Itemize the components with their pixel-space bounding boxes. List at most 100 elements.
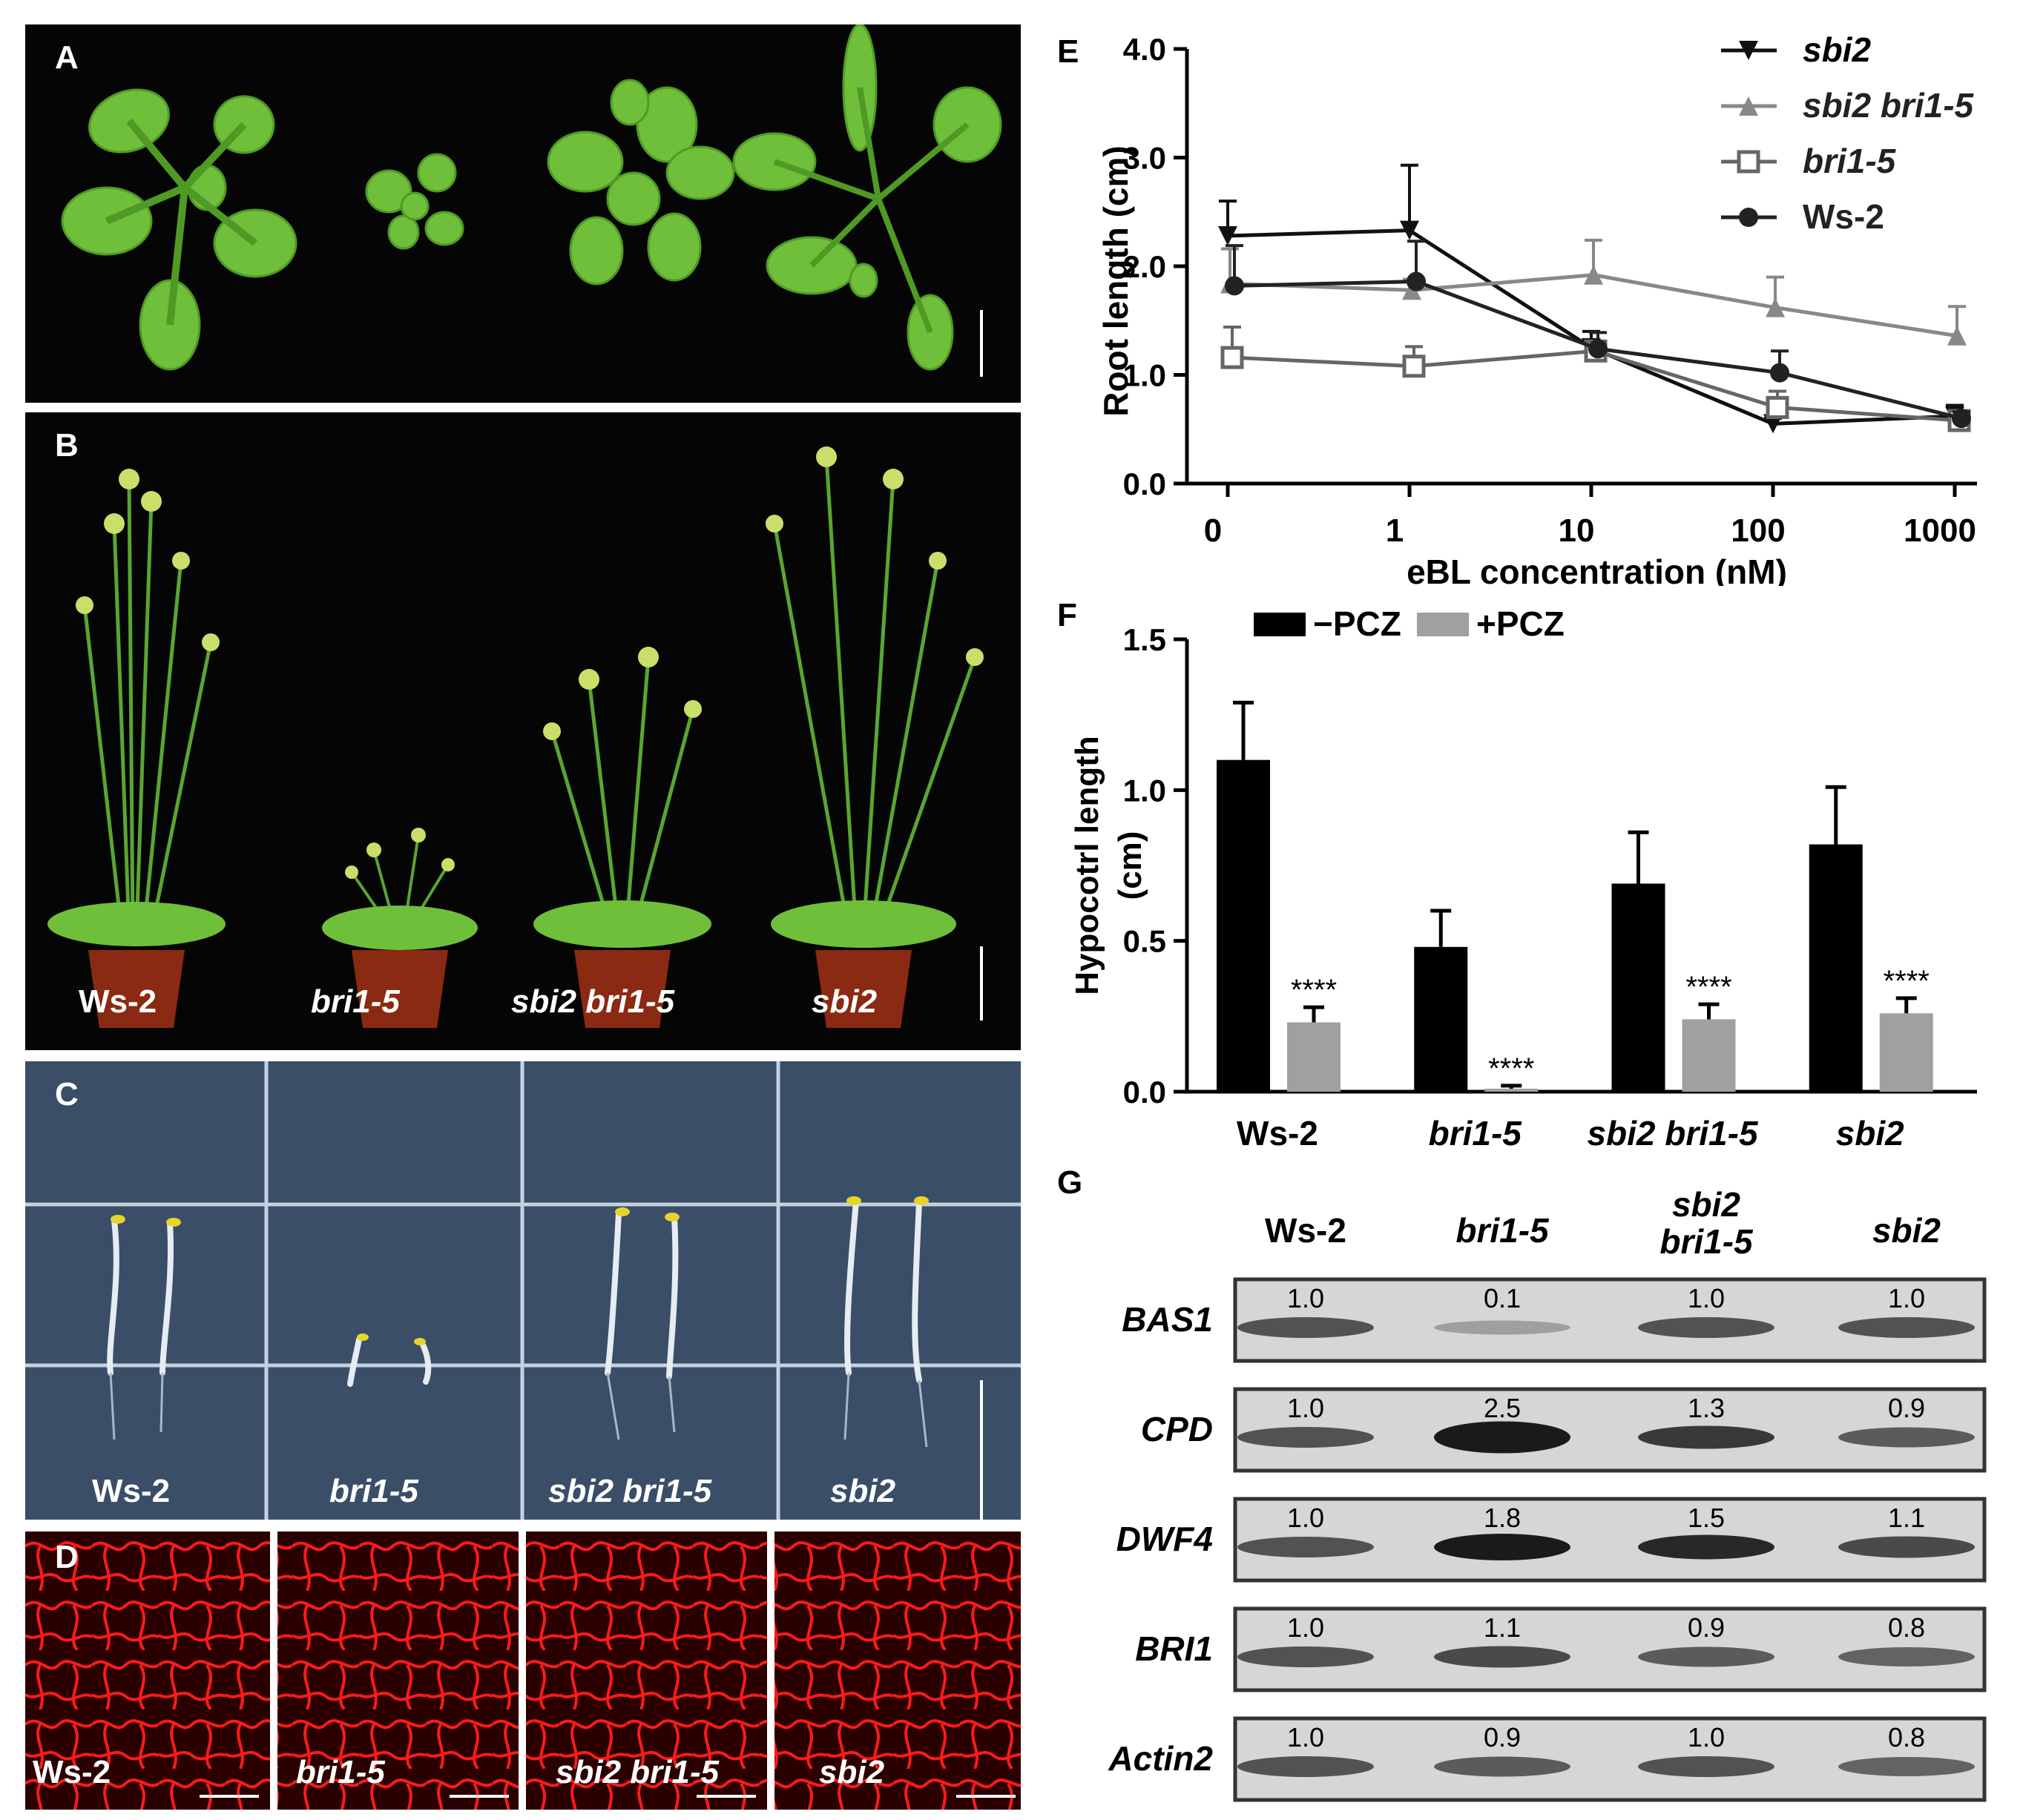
rosette-sbi2 <box>732 24 1002 371</box>
genotype-label-d-bri1-5: bri1-5 <box>296 1754 385 1790</box>
gel-column-label: bri1-5 <box>1455 1211 1550 1250</box>
gel-column-label: sbi2 <box>1872 1211 1941 1250</box>
gel-band <box>1838 1317 1975 1338</box>
gel-band-value: 1.1 <box>1888 1503 1925 1533</box>
data-point <box>1766 297 1785 317</box>
genotype-label-c-ws2: Ws-2 <box>92 1473 171 1509</box>
gel-band <box>1638 1756 1774 1777</box>
panel-label-e: E <box>1057 33 1079 70</box>
adult-plant-illustrations <box>47 446 984 1028</box>
genotype-label-b-bri1-5: bri1-5 <box>311 983 400 1020</box>
x-tick-label: bri1-5 <box>1429 1114 1523 1153</box>
x-tick-label: 100 <box>1731 512 1785 549</box>
gel-band <box>1638 1534 1774 1560</box>
legend-entry: sbi2 bri1-5 <box>1721 86 1975 125</box>
y-tick-label: 4.0 <box>1123 32 1166 67</box>
gel-lane-box <box>1233 1606 1987 1692</box>
genotype-label-b-sbi2: sbi2 <box>812 983 878 1020</box>
panel-label-c: C <box>55 1076 79 1112</box>
gel-band <box>1838 1647 1975 1666</box>
legend-entry: bri1-5 <box>1721 142 1897 180</box>
data-point <box>1400 220 1419 240</box>
scale-bar-a <box>980 310 983 377</box>
data-point <box>1739 41 1758 60</box>
series-sbi2-bri1-5 <box>1220 238 1967 346</box>
gel-lane-box <box>1233 1387 1987 1473</box>
gel-band-value: 2.5 <box>1484 1393 1521 1423</box>
bar <box>1611 883 1665 1092</box>
gel-band-value: 1.1 <box>1484 1612 1521 1643</box>
gel-column-label: bri1-5 <box>1659 1222 1754 1261</box>
gel-row-label: BAS1 <box>1122 1300 1213 1339</box>
data-point <box>1739 208 1758 227</box>
plant-bri1-5 <box>322 828 478 1028</box>
x-tick-label: 10 <box>1559 512 1595 549</box>
gel-band <box>1838 1757 1975 1776</box>
gel-lane-box <box>1233 1716 1987 1802</box>
bar <box>1682 1019 1736 1092</box>
gel-band-value: 1.0 <box>1688 1722 1725 1753</box>
data-point <box>1739 96 1758 116</box>
genotype-label-d-sbi2-bri1-5: sbi2 bri1-5 <box>556 1754 720 1790</box>
y-tick-label: 0.5 <box>1123 924 1166 959</box>
gel-row-label: Actin2 <box>1108 1739 1213 1778</box>
genotype-label-c-sbi2-bri1-5: sbi2 bri1-5 <box>548 1473 712 1509</box>
y-axis-label: Root length (cm) <box>1096 145 1135 416</box>
legend-entry: Ws-2 <box>1721 197 1884 236</box>
x-tick-label: sbi2 bri1-5 <box>1587 1114 1759 1153</box>
y-tick-label: 1.0 <box>1123 773 1166 808</box>
scale-bar-d2 <box>450 1795 509 1798</box>
significance-label: **** <box>1291 974 1337 1006</box>
gel-band-value: 0.8 <box>1888 1722 1925 1753</box>
y-tick-label: 1.5 <box>1123 622 1166 657</box>
gel-band <box>1237 1537 1374 1557</box>
gel-band-value: 1.8 <box>1484 1503 1521 1533</box>
chart-e-root-length: 0.0 1.0 2.0 3.0 4.0 0 1 10 100 1000 eBL concentrat… <box>1096 30 1977 586</box>
genotype-label-d-ws2: Ws-2 <box>33 1754 111 1790</box>
bar <box>1484 1088 1539 1092</box>
series-Ws-2 <box>1225 240 1971 429</box>
plant-sbi2 <box>766 446 984 1028</box>
y-tick-label: 0.0 <box>1123 1075 1166 1110</box>
gel-band <box>1638 1646 1774 1667</box>
significance-label: **** <box>1685 971 1731 1003</box>
gel-band <box>1237 1427 1374 1448</box>
x-tick-label: Ws-2 <box>1237 1114 1318 1153</box>
panel-a-rosettes: A <box>25 24 1021 403</box>
panel-b-adult-plants: B <box>25 412 1021 1050</box>
gel-band-value: 1.0 <box>1688 1283 1725 1313</box>
gel-band <box>1434 1646 1570 1668</box>
gel-band <box>1237 1646 1374 1667</box>
panel-label-d: D <box>55 1539 79 1575</box>
x-tick-label: sbi2 <box>1836 1114 1904 1153</box>
scale-bar-c <box>980 1380 983 1520</box>
x-axis-label: eBL concentration (nM) <box>1407 553 1787 586</box>
rosette-ws2 <box>61 88 297 371</box>
gel-band <box>1434 1320 1570 1335</box>
legend-swatch <box>1417 613 1469 636</box>
scale-bar-d4 <box>956 1795 1016 1798</box>
genotype-label-c-bri1-5: bri1-5 <box>329 1473 418 1509</box>
gel-lane-box <box>1233 1277 1987 1363</box>
data-point <box>1225 276 1244 296</box>
rosette-illustrations <box>61 24 1002 371</box>
gel-band-value: 1.3 <box>1688 1393 1725 1423</box>
gel-row-label: CPD <box>1141 1410 1213 1448</box>
confocal-cells <box>25 1531 1021 1810</box>
gel-band-value: 0.9 <box>1484 1722 1521 1753</box>
data-point <box>1402 355 1426 378</box>
panel-c-seedling-plate: C Ws-2 bri1-5 sbi2 bri1-5 sbi2 <box>25 1061 1021 1520</box>
x-tick-label: 0 <box>1204 512 1222 549</box>
legend-label: bri1-5 <box>1803 142 1897 180</box>
genotype-label-c-sbi2: sbi2 <box>830 1473 896 1509</box>
data-point <box>1588 339 1608 359</box>
series-bri1-5 <box>1220 326 1971 432</box>
significance-label: **** <box>1884 965 1930 998</box>
legend-label: sbi2 <box>1803 30 1871 69</box>
data-point <box>1402 280 1421 300</box>
y-tick-label: 1.0 <box>1123 358 1166 393</box>
data-point <box>1947 326 1967 346</box>
scale-bar-d3 <box>697 1795 756 1798</box>
gel-row-label: DWF4 <box>1116 1520 1213 1558</box>
